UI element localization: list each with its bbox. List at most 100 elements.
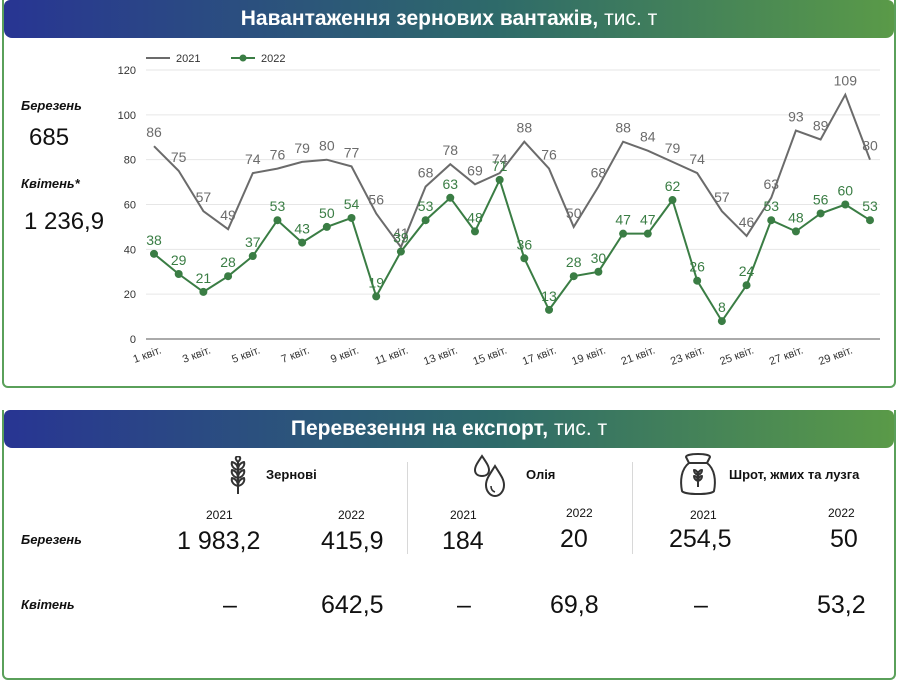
data-label: 56 [368,191,384,207]
april-value: 1 236,9 [24,208,105,235]
y-tick-label: 100 [118,110,136,122]
loading-title: Навантаження зернових вантажів, [240,7,599,30]
data-label: 88 [517,120,533,136]
legend-label: 2021 [176,53,200,65]
data-label: 24 [739,263,755,279]
y-tick-label: 80 [124,155,136,167]
data-label: 56 [813,191,829,207]
data-label: 46 [739,214,755,230]
year-2022-label: 2022 [566,506,593,520]
y-tick-label: 120 [118,65,136,77]
data-label: 68 [591,165,607,181]
data-point [421,216,430,225]
data-label: 39 [393,230,409,246]
data-label: 30 [591,250,607,266]
data-point [742,281,751,290]
april-label: Квітень* [21,176,80,191]
data-point [643,229,652,238]
data-point [594,267,603,276]
grain-april-2022: 642,5 [321,591,384,619]
data-point [199,287,208,296]
x-tick-label: 21 квіт. [620,345,657,368]
year-2021-label: 2021 [450,508,477,522]
data-label: 74 [689,151,705,167]
export-title-unit: тис. т [553,417,608,440]
data-label: 57 [714,189,730,205]
data-label: 74 [492,151,508,167]
data-label: 69 [467,162,483,178]
data-label: 53 [418,198,434,214]
data-point [347,213,356,222]
x-tick-label: 11 квіт. [373,345,409,368]
data-point [767,216,776,225]
data-label: 26 [689,259,705,275]
series-line-2021 [153,92,871,250]
grain-sack-icon [680,453,716,495]
data-point [569,272,578,281]
data-point [791,227,800,236]
grain-march-2022: 415,9 [321,527,384,555]
data-point [717,317,726,326]
data-label: 79 [294,140,310,156]
y-tick-label: 20 [124,289,136,301]
data-label: 62 [665,178,681,194]
data-label: 47 [640,212,656,228]
x-tick-label: 7 квіт. [280,345,312,366]
data-point [520,254,529,263]
data-point [372,292,381,301]
meal-april-2022: 53,2 [817,591,866,619]
x-tick-label: 1 квіт. [132,345,164,366]
data-label: 93 [788,109,804,125]
data-label: 80 [862,138,878,154]
meal-march-2021: 254,5 [669,525,732,553]
data-label: 50 [566,205,582,221]
data-point [866,216,874,225]
data-label: 38 [146,232,162,248]
data-point [841,200,850,209]
data-label: 60 [838,183,854,199]
oil-drops-icon [473,454,506,498]
data-point [470,227,479,236]
data-label: 13 [541,288,557,304]
export-panel-header: Перевезення на експорт, тис. т [4,410,894,448]
data-label: 48 [788,209,804,225]
category-oil-title: Олія [526,467,556,482]
data-label: 41 [393,225,409,241]
x-tick-label: 17 квіт. [521,345,558,368]
data-label: 28 [220,254,236,270]
data-label: 50 [319,205,335,221]
march-label: Березень [21,98,82,113]
oil-march-2021: 184 [442,527,484,555]
row-label-march: Березень [21,532,82,547]
data-label: 57 [196,189,212,205]
category-grain-title: Зернові [266,467,317,482]
data-point [273,216,282,225]
data-point [693,276,702,285]
loading-title-unit: тис. т [604,7,658,30]
x-tick-label: 15 квіт. [471,345,508,368]
data-label: 76 [541,147,557,163]
meal-april-2021: – [694,591,708,619]
loading-line-chart: 0 20 40 60 80 100 120 1 квіт. 3 квіт. 5 квіт. 7 кв… [118,53,880,368]
loading-panel-header: Навантаження зернових вантажів, тис. т [4,0,894,38]
x-tick-label: 29 квіт. [817,345,854,368]
data-label: 88 [615,120,631,136]
data-label: 71 [492,158,508,174]
data-label: 86 [146,124,162,140]
data-label: 21 [196,270,212,286]
data-label: 63 [763,176,779,192]
data-point [174,269,183,278]
x-tick-label: 27 квіт. [768,345,805,368]
data-point [446,193,455,202]
year-2022-label: 2022 [828,506,855,520]
legend-label: 2022 [261,53,285,65]
oil-april-2021: – [457,591,471,619]
y-tick-label: 60 [124,200,136,212]
column-divider [632,462,633,554]
data-point [396,247,405,256]
data-label: 68 [418,165,434,181]
column-divider [407,462,408,554]
data-label: 19 [368,274,384,290]
data-label: 89 [813,117,829,133]
export-title: Перевезення на експорт, [290,417,549,440]
